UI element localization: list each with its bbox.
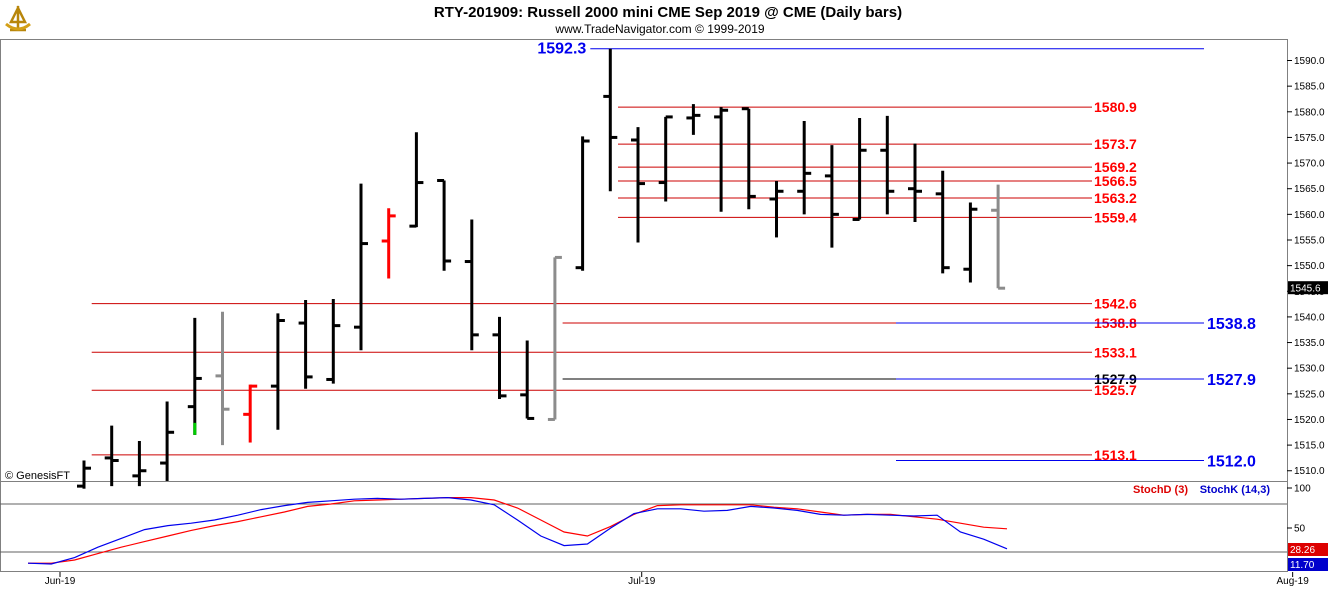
level-label: 1559.4 [1094,209,1137,225]
price-tick-label: 1525.0 [1294,389,1325,400]
ohlc-bar [520,340,535,420]
ohlc-bar [547,255,562,421]
stoch-pane-frame [0,481,1288,572]
ohlc-bar [852,117,867,221]
ohlc-bar [631,127,645,243]
ohlc-bar [575,136,590,271]
level-label: 1573.7 [1094,136,1137,152]
price-tick-label: 1575.0 [1294,133,1325,144]
ohlc-bar [298,299,313,389]
x-tick-label: Jul-19 [628,576,656,587]
stochd-legend: StochD (3) [1133,484,1188,496]
last-price-tag: 1545.6 [1288,281,1328,295]
price-tick-label: 1565.0 [1294,184,1325,195]
price-y-axis: 1510.0 1515.0 1520.0 1525.0 1530.0 1535.0 1540… [1287,56,1325,477]
price-tick-label: 1555.0 [1294,235,1325,246]
ohlc-bar [104,425,119,487]
ohlc-bar [492,316,507,399]
genesis-watermark: © GenesisFT [5,470,70,482]
price-tick-label: 1560.0 [1294,210,1325,221]
chart-title: RTY-201909: Russell 2000 mini CME Sep 20… [434,4,902,21]
projection-label: 1512.0 [1207,453,1256,470]
x-tick-label: Jun-19 [45,576,76,587]
ohlc-bar [437,179,452,271]
price-tick-label: 1540.0 [1294,312,1325,323]
ohlc-bar [132,441,147,487]
level-label: 1513.1 [1094,447,1137,463]
level-label: 1580.9 [1094,99,1137,115]
ohlc-bar [215,311,230,446]
price-tick-label: 1580.0 [1294,107,1325,118]
level-label: 1525.7 [1094,382,1137,398]
x-tick-label: Aug-19 [1277,576,1310,587]
level-label: 1542.6 [1094,296,1137,312]
level-label: 1569.2 [1094,159,1137,175]
level-label: 1533.1 [1094,344,1137,360]
price-tick-label: 1550.0 [1294,261,1325,272]
ohlc-bar [354,183,368,351]
projection-label: 1538.8 [1207,316,1256,333]
ohlc-bar [797,121,812,215]
stoch-tick-label: 100 [1294,484,1311,495]
ohlc-bar [381,208,396,279]
ohlc-bar [769,181,784,238]
ohlc-bar [464,219,479,351]
price-tick-label: 1585.0 [1294,82,1325,93]
stochk-last-label: 11.70 [1290,560,1315,571]
ohlc-bar [935,170,950,274]
ohlc-bar [908,143,922,223]
tradenavigator-logo-icon [3,4,33,34]
ohlc-bar [160,401,175,481]
ohlc-bar [409,132,424,228]
price-tick-label: 1510.0 [1294,466,1325,477]
ohlc-bar [243,384,258,443]
price-tick-label: 1590.0 [1294,56,1325,67]
ohlc-bars [77,48,1006,489]
price-tick-label: 1520.0 [1294,415,1325,426]
ohlc-bar [714,107,729,212]
price-tick-label: 1530.0 [1294,364,1325,375]
chart-subtitle: www.TradeNavigator.com © 1999-2019 [554,22,764,36]
ohlc-bar [77,460,91,489]
level-label: 1592.3 [537,41,586,58]
last-price-label: 1545.6 [1290,284,1321,295]
price-tick-label: 1570.0 [1294,159,1325,170]
ohlc-bar [741,107,756,210]
price-tick-label: 1515.0 [1294,441,1325,452]
date-x-axis: Jun-19 Jul-19 Aug-19 [45,572,1309,587]
ohlc-bar [187,317,202,435]
stoch-y-axis: 100 50 [0,484,1311,553]
stochd-line [28,497,1008,564]
stochk-legend: StochK (14,3) [1200,484,1271,496]
stochk-line [27,496,1008,565]
stoch-lines [27,496,1008,565]
ohlc-bar [658,115,673,202]
stochd-last-label: 28.26 [1290,545,1315,556]
ohlc-bar [686,104,701,135]
ohlc-bar [326,298,341,384]
level-label: 1566.5 [1094,173,1137,189]
level-label: 1563.2 [1094,190,1137,206]
ohlc-bar [963,202,978,283]
ohlc-bar [270,313,285,430]
price-tick-label: 1535.0 [1294,338,1325,349]
ohlc-bar [880,115,895,215]
ohlc-bar [991,184,1006,290]
projection-label: 1527.9 [1207,372,1256,389]
stoch-tick-label: 50 [1294,524,1306,535]
ohlc-bar [603,48,618,192]
ohlc-bar [824,145,839,248]
